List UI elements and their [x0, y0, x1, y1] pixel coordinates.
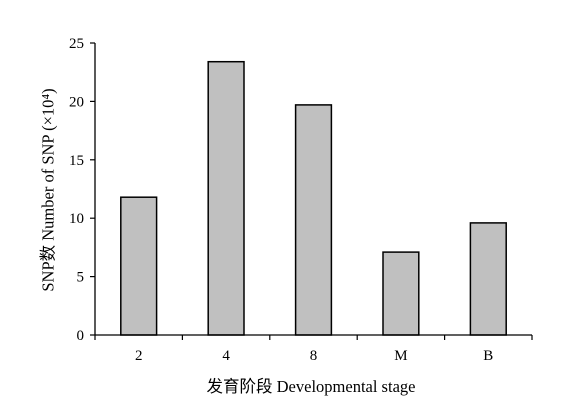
bar-b — [469, 222, 507, 336]
y-axis-label: SNP数 Number of SNP (×10⁴) — [39, 88, 58, 291]
x-tick-label: B — [483, 348, 493, 364]
x-tick-label: 4 — [222, 348, 230, 364]
bar-2 — [120, 196, 158, 336]
bar-8 — [294, 104, 333, 336]
y-tick-label: 15 — [69, 153, 84, 169]
x-tick-label: 2 — [135, 348, 143, 364]
y-tick-label: 25 — [69, 36, 84, 52]
y-tick-label: 5 — [77, 270, 85, 286]
x-axis-label: 发育阶段 Developmental stage — [207, 377, 416, 396]
x-tick-label: 8 — [310, 348, 318, 364]
bar-4 — [207, 60, 245, 336]
x-axis-ticks: 2 4 8 M B — [94, 335, 533, 364]
bars-group — [120, 60, 507, 336]
y-tick-label: 20 — [69, 94, 84, 110]
y-tick-label: 0 — [77, 328, 85, 344]
y-tick-label: 10 — [69, 211, 84, 227]
x-tick-label: M — [394, 348, 407, 364]
bar-m — [382, 251, 420, 336]
y-axis-ticks: 0 5 10 15 20 25 — [69, 36, 95, 344]
